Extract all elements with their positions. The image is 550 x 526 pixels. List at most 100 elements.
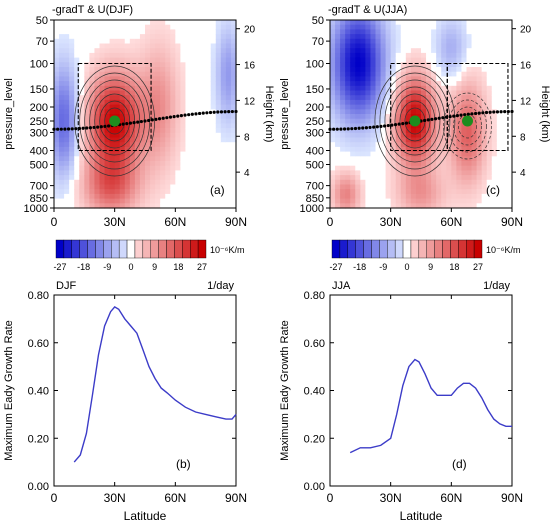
heatmap-cell (466, 189, 473, 195)
heatmap-cell (466, 29, 473, 35)
heatmap-cell (74, 184, 80, 190)
heatmap-cell (215, 137, 222, 143)
heatmap-cell (431, 132, 437, 139)
heatmap-cell (456, 151, 463, 157)
heatmap-cell (165, 137, 171, 143)
heatmap-cell (205, 62, 212, 68)
heatmap-cell (180, 156, 187, 162)
heatmap-cell (340, 193, 346, 200)
heatmap-cell (180, 81, 187, 87)
heatmap-cell (375, 24, 382, 30)
heatmap-cell (410, 175, 417, 181)
heatmap-cell (400, 146, 407, 153)
heatmap-cell (421, 151, 427, 157)
heatmap-cell (486, 90, 493, 96)
heatmap-cell (370, 43, 377, 49)
heatmap-cell (165, 90, 171, 96)
heatmap-cell (436, 104, 442, 110)
heatmap-cell (180, 118, 187, 124)
heatmap-cell (441, 137, 447, 143)
heatmap-cell (410, 67, 417, 73)
heatmap-cell (451, 146, 457, 153)
heatmap-cell (155, 34, 161, 40)
heatmap-cell (59, 142, 65, 148)
heatmap-cell (129, 71, 136, 77)
heatmap-cell (129, 67, 136, 73)
heatmap-cell (114, 99, 121, 106)
colorbar-swatch (134, 239, 144, 259)
heatmap-cell (84, 118, 90, 124)
heatmap-cell (350, 109, 356, 115)
heatmap-cell (461, 67, 468, 73)
heatmap-cell (365, 128, 372, 134)
heatmap-cell (124, 203, 131, 209)
heatmap-cell (145, 99, 151, 106)
heatmap-cell (451, 34, 457, 40)
heatmap-cell (84, 52, 90, 59)
heatmap-cell (185, 189, 192, 195)
tropopause-dot (70, 127, 74, 131)
heatmap-cell (375, 48, 382, 54)
heatmap-cell (436, 71, 442, 77)
heatmap-cell (139, 165, 146, 171)
heatmap-cell (466, 151, 473, 157)
heatmap-cell (134, 29, 141, 35)
heatmap-cell (200, 203, 207, 209)
heatmap-cell (335, 29, 341, 35)
heatmap-cell (345, 71, 351, 77)
heatmap-cell (335, 81, 341, 87)
heatmap-cell (170, 71, 176, 77)
heatmap-cell (134, 24, 141, 30)
heatmap-cell (451, 71, 457, 77)
heatmap-cell (426, 156, 432, 162)
heatmap-cell (230, 146, 237, 153)
heatmap-cell (139, 142, 146, 148)
heatmap-cell (170, 146, 176, 153)
heatmap-cell (155, 142, 161, 148)
heatmap-cell (210, 161, 217, 167)
heatmap-cell (129, 156, 136, 162)
heatmap-cell (200, 67, 207, 73)
heatmap-cell (461, 151, 468, 157)
heatmap-cell (99, 109, 106, 115)
heatmap-cell (215, 156, 222, 162)
heatmap-cell (410, 193, 417, 200)
heatmap-cell (114, 62, 121, 68)
y-axis-label: pressure_level (3, 78, 15, 150)
heatmap-cell (385, 114, 392, 120)
heatmap-cell (79, 57, 85, 63)
heatmap-cell (330, 161, 336, 167)
heatmap-cell (345, 132, 351, 139)
heatmap-cell (436, 57, 442, 63)
heatmap-cell (230, 132, 237, 139)
heatmap-cell (456, 193, 463, 200)
tropopause-dot (503, 110, 507, 114)
heatmap-cell (59, 76, 65, 82)
heatmap-cell (190, 85, 197, 92)
heatmap-cell (471, 20, 478, 26)
heatmap-cell (185, 142, 192, 148)
heatmap-cell (215, 114, 222, 120)
heatmap-cell (426, 123, 432, 129)
y-tick-label: 850 (30, 193, 48, 205)
heatmap-cell (335, 48, 341, 54)
heatmap-cell (436, 118, 442, 124)
heatmap-cell (380, 67, 387, 73)
heatmap-cell (405, 156, 412, 162)
heatmap-cell (436, 161, 442, 167)
heatmap-cell (79, 118, 85, 124)
heatmap-cell (350, 81, 356, 87)
tropopause-dot (437, 116, 441, 120)
heatmap-cell (405, 109, 412, 115)
tropopause-dot (176, 114, 180, 118)
heatmap-cell (175, 132, 181, 139)
heatmap-cell (69, 203, 75, 209)
tropopause-dot (386, 123, 390, 128)
heatmap-cell (145, 146, 151, 153)
heatmap-cell (79, 142, 85, 148)
tropopause-dot (168, 115, 173, 119)
heatmap-cell (119, 29, 126, 35)
heatmap-cell (491, 193, 498, 200)
heatmap-cell (89, 38, 96, 45)
